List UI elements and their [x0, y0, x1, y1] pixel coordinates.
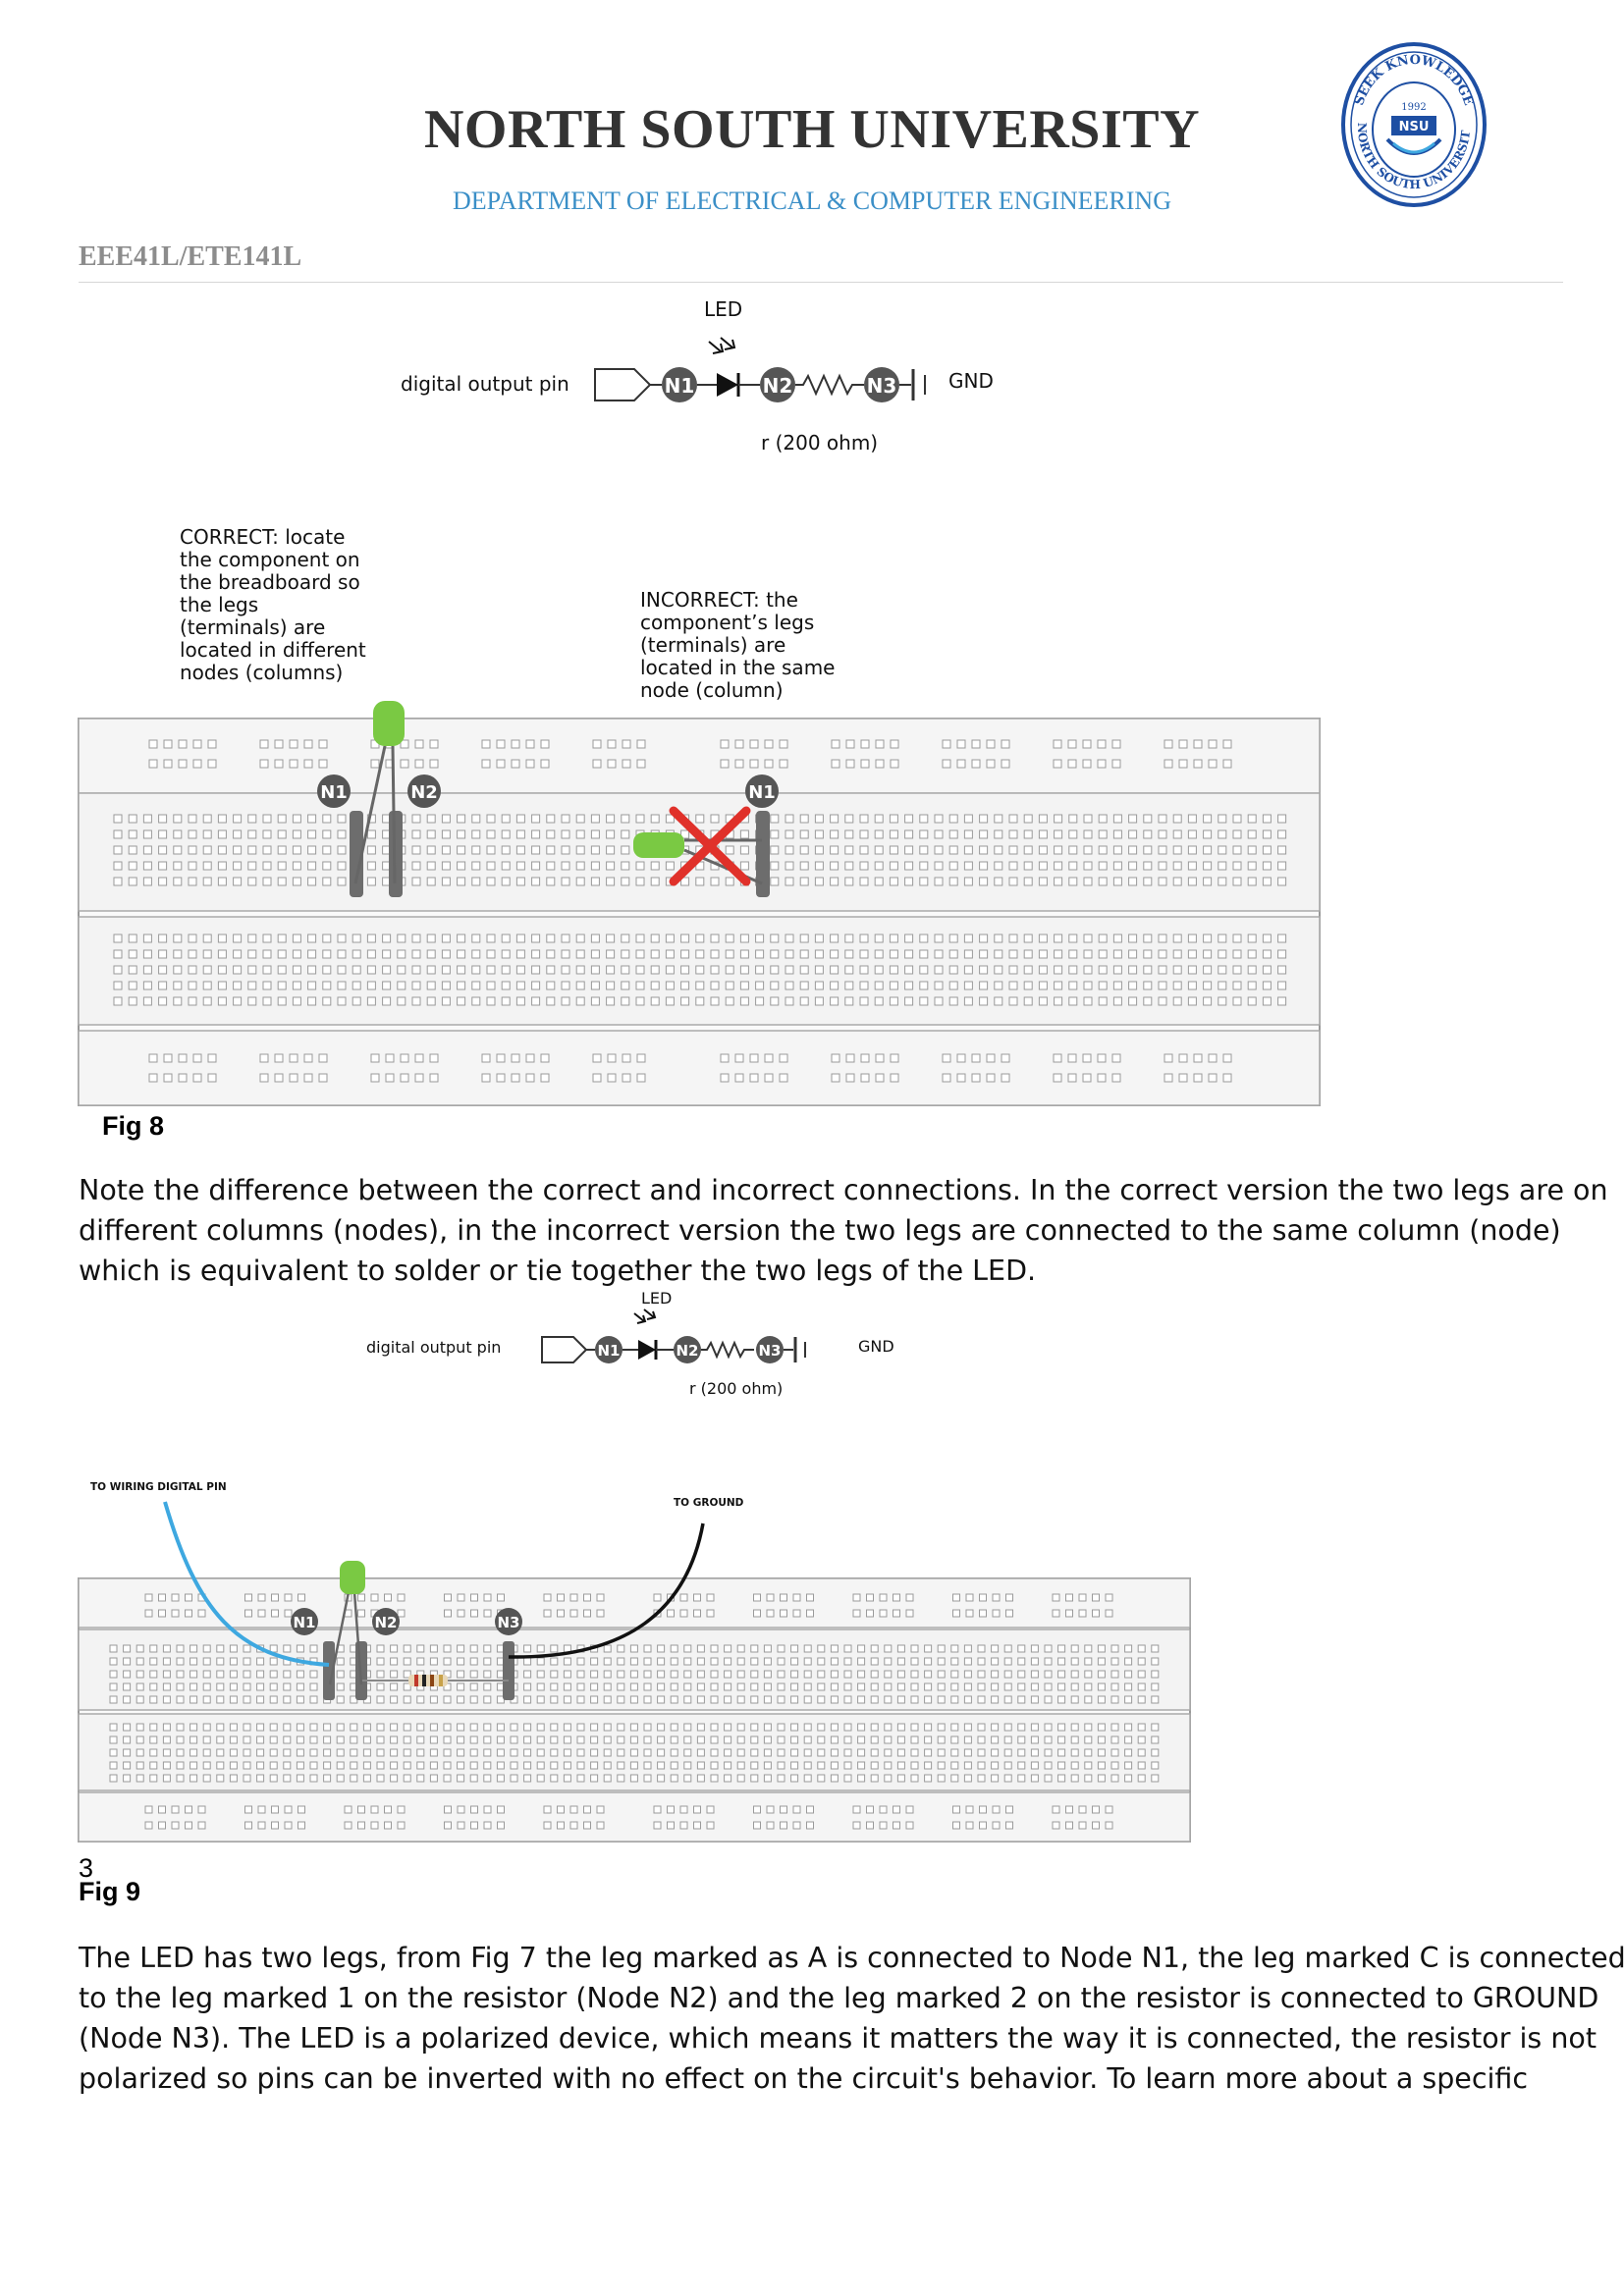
course-code: EEE41L/ETE141L: [79, 241, 302, 272]
incorrect-note: INCORRECT: the component’s legs (termina…: [640, 588, 841, 702]
node-label: N3: [498, 1614, 520, 1631]
svg-text:1992: 1992: [1401, 102, 1426, 113]
node-n2-text: N2: [763, 374, 793, 398]
node-strip: [756, 811, 770, 897]
figure-9-diagram: LED digital output pin N1 N2 N3 GND r (2…: [78, 1289, 1191, 1842]
node-n2-marker: [760, 367, 795, 402]
university-title: NORTH SOUTH UNIVERSITY: [423, 99, 1201, 160]
node-strip: [503, 1641, 514, 1700]
breadboard-holes: [113, 739, 1287, 1083]
led-incorrect: [633, 832, 684, 858]
node-n3-marker: [864, 367, 899, 402]
node-label: N1: [748, 782, 776, 803]
label-to-digital-pin: TO WIRING DIGITAL PIN: [90, 1481, 227, 1493]
schematic-digital-pin-label: digital output pin: [366, 1338, 501, 1357]
led-diode-symbol: [717, 373, 738, 397]
breadboard-fig9: N1 N2 N3: [78, 1501, 1191, 1842]
node-n3-text: N3: [867, 374, 897, 398]
led-arrow-icon: [708, 341, 725, 354]
node-label: N2: [375, 1614, 398, 1631]
paragraph-led-legs: The LED has two legs, from Fig 7 the leg…: [79, 1942, 1624, 2095]
schematic-digital-pin-label: digital output pin: [401, 372, 569, 396]
wire-to-ground: [508, 1522, 705, 1659]
node-strip: [350, 811, 363, 897]
led-fig9: [340, 1561, 365, 1594]
schematic-gnd-label: GND: [858, 1337, 894, 1356]
breadboard-fig8: N1 N2 N1: [78, 701, 1321, 1106]
figure-8-diagram: LED digital output pin N1 N2 N3 GND r (2…: [78, 297, 1321, 1141]
led-correct: [373, 701, 405, 746]
fig9-caption: Fig 9: [79, 1877, 141, 1906]
page-number: 3: [79, 1853, 94, 1883]
led-arrow-icon: [633, 1312, 647, 1324]
incorrect-x-icon: [669, 806, 751, 886]
breadboard-holes: [109, 1593, 1160, 1830]
fig8-caption: Fig 8: [102, 1111, 164, 1141]
schematic-led-label: LED: [641, 1289, 672, 1308]
schematic-led-label: LED: [704, 297, 742, 321]
header-divider: [79, 282, 1563, 283]
schematic-gnd-label: GND: [948, 369, 994, 393]
svg-text:NSU: NSU: [1399, 120, 1430, 134]
node-n1-text: N1: [665, 374, 695, 398]
schematic-fig9: LED digital output pin N1 N2 N3 GND r (2…: [366, 1289, 894, 1398]
resistor-symbol: [795, 373, 864, 397]
pin-symbol: [594, 368, 652, 401]
schematic-resistor-label: r (200 ohm): [761, 431, 878, 454]
node-label: N2: [677, 1342, 699, 1360]
node-label: N1: [320, 782, 348, 803]
schematic-top: LED digital output pin N1 N2 N3 GND r (2…: [401, 297, 994, 454]
university-seal-logo: SEEK KNOWLEDGE NORTH SOUTH UNIVERSITY 19…: [1340, 41, 1487, 207]
node-label: N1: [598, 1342, 621, 1360]
wire-to-digital-pin: [163, 1501, 330, 1667]
node-strip: [323, 1641, 335, 1700]
node-label: N3: [759, 1342, 782, 1360]
department-name: DEPARTMENT OF ELECTRICAL & COMPUTER ENGI…: [453, 187, 1171, 215]
node-label: N2: [410, 782, 438, 803]
paragraph-correct-vs-incorrect: Note the difference between the correct …: [79, 1174, 1608, 1287]
correct-note: CORRECT: locate the component on the bre…: [180, 525, 372, 684]
label-to-ground: TO GROUND: [674, 1497, 744, 1509]
schematic-resistor-label: r (200 ohm): [689, 1379, 783, 1398]
node-n1-marker: [662, 367, 697, 402]
node-label: N1: [294, 1614, 316, 1631]
